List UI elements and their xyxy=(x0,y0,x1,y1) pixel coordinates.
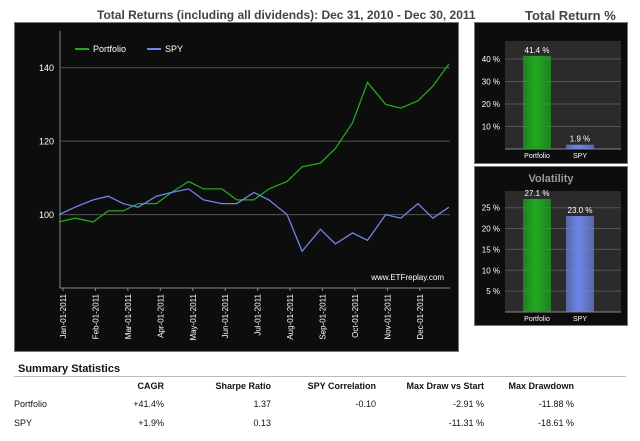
correlation-cell: -0.10 xyxy=(355,398,376,409)
y-tick-label: 100 xyxy=(39,210,54,220)
data-label-spy: 1.9 % xyxy=(570,135,590,144)
plot-area xyxy=(505,191,621,312)
total-return-title: Total Return % xyxy=(525,8,616,23)
y-tick-label: 120 xyxy=(39,137,54,147)
summary-statistics-table: CAGR Sharpe Ratio SPY Correlation Max Dr… xyxy=(14,378,574,432)
max-drawdown-cell: -18.61 % xyxy=(537,417,574,428)
data-label-portfolio: 41.4 % xyxy=(525,46,550,55)
x-tick-label: Jun-01-2011 xyxy=(221,293,230,338)
bar-spy xyxy=(566,144,594,149)
category-label-portfolio: Portfolio xyxy=(524,316,550,323)
x-tick-label: Oct-01-2011 xyxy=(351,293,360,337)
x-tick-label: Mar-01-2011 xyxy=(124,293,133,339)
row-label: SPY xyxy=(14,417,33,428)
y-tick-label: 15 % xyxy=(482,245,500,254)
y-tick-label: 10 % xyxy=(482,123,500,132)
series-line-spy xyxy=(58,188,450,253)
data-label-portfolio: 27.1 % xyxy=(525,189,550,198)
x-tick-label: May-01-2011 xyxy=(189,293,198,340)
legend-label-spy: SPY xyxy=(165,44,183,54)
x-tick-label: Jan-01-2011 xyxy=(59,293,68,338)
category-label-spy: SPY xyxy=(573,316,587,323)
max-drawdown-cell: -11.88 % xyxy=(538,398,574,409)
max-draw-vs-start-cell: -2.91 % xyxy=(452,398,484,409)
stats-header-sharpe: Sharpe Ratio xyxy=(215,381,271,391)
plot-area xyxy=(505,41,621,149)
legend-label-portfolio: Portfolio xyxy=(93,44,126,54)
bar-spy xyxy=(566,216,594,312)
x-tick-label: Dec-01-2011 xyxy=(416,293,425,339)
x-tick-label: Aug-01-2011 xyxy=(286,293,295,339)
bar-portfolio xyxy=(523,55,551,149)
cagr-cell: +41.4% xyxy=(133,398,164,409)
table-row: SPY +1.9% 0.13 -11.31 % -18.61 % xyxy=(14,413,574,432)
category-label-spy: SPY xyxy=(573,153,587,160)
main-chart-panel: 100 120 140 Jan-01-2011 Feb-01-2011 Mar-01-20… xyxy=(14,22,459,352)
y-tick-label: 140 xyxy=(39,63,54,73)
watermark-text: www.ETFreplay.com xyxy=(370,273,444,282)
main-chart: 100 120 140 Jan-01-2011 Feb-01-2011 Mar-01-20… xyxy=(39,31,450,341)
total-return-panel: 10 % 20 % 30 % 40 % 41.4 % Portfolio 1.9 % SPY xyxy=(474,22,628,164)
stats-header-cagr: CAGR xyxy=(137,381,165,391)
y-tick-label: 25 % xyxy=(482,204,500,213)
x-tick-label: Apr-01-2011 xyxy=(156,293,165,337)
y-tick-label: 30 % xyxy=(482,78,500,87)
x-tick-label: Nov-01-2011 xyxy=(383,293,392,339)
sharpe-cell: 1.37 xyxy=(253,398,271,409)
y-tick-label: 10 % xyxy=(482,266,500,275)
total-return-chart: 10 % 20 % 30 % 40 % 41.4 % Portfolio 1.9 % SPY xyxy=(482,41,621,160)
y-tick-label: 20 % xyxy=(482,225,500,234)
x-tick-label: Sep-01-2011 xyxy=(319,293,328,339)
y-tick-label: 40 % xyxy=(482,55,500,64)
stats-header-blank xyxy=(14,378,74,394)
data-label-spy: 23.0 % xyxy=(568,206,593,215)
row-label: Portfolio xyxy=(14,398,48,409)
stats-header-spy-correlation: SPY Correlation xyxy=(307,381,376,391)
x-tick-label: Feb-01-2011 xyxy=(91,293,100,339)
main-chart-title: Total Returns (including all dividends):… xyxy=(97,8,476,22)
table-row: Portfolio +41.4% 1.37 -0.10 -2.91 % -11.… xyxy=(14,394,574,413)
stats-header-max-draw-vs-start: Max Draw vs Start xyxy=(406,381,484,391)
category-label-portfolio: Portfolio xyxy=(524,153,550,160)
cagr-cell: +1.9% xyxy=(138,417,164,428)
bar-portfolio xyxy=(523,198,551,312)
summary-statistics-title: Summary Statistics xyxy=(18,363,121,375)
volatility-panel: Volatility 5 % 10 % 15 % 20 % 25 % 27.1 % Portf… xyxy=(474,166,628,326)
correlation-cell xyxy=(271,413,376,432)
y-tick-label: 20 % xyxy=(482,100,500,109)
stats-header-row: CAGR Sharpe Ratio SPY Correlation Max Dr… xyxy=(14,378,575,394)
volatility-chart-title: Volatility xyxy=(528,173,574,185)
y-tick-label: 5 % xyxy=(486,287,500,296)
sharpe-cell: 0.13 xyxy=(253,417,271,428)
max-draw-vs-start-cell: -11.31 % xyxy=(448,417,484,428)
volatility-chart: Volatility 5 % 10 % 15 % 20 % 25 % 27.1 % Portf… xyxy=(482,173,621,323)
stats-header-max-drawdown: Max Drawdown xyxy=(508,381,574,391)
x-tick-label: Jul-01-2011 xyxy=(254,293,263,335)
series-line-portfolio xyxy=(58,63,450,223)
stats-divider xyxy=(14,376,626,377)
